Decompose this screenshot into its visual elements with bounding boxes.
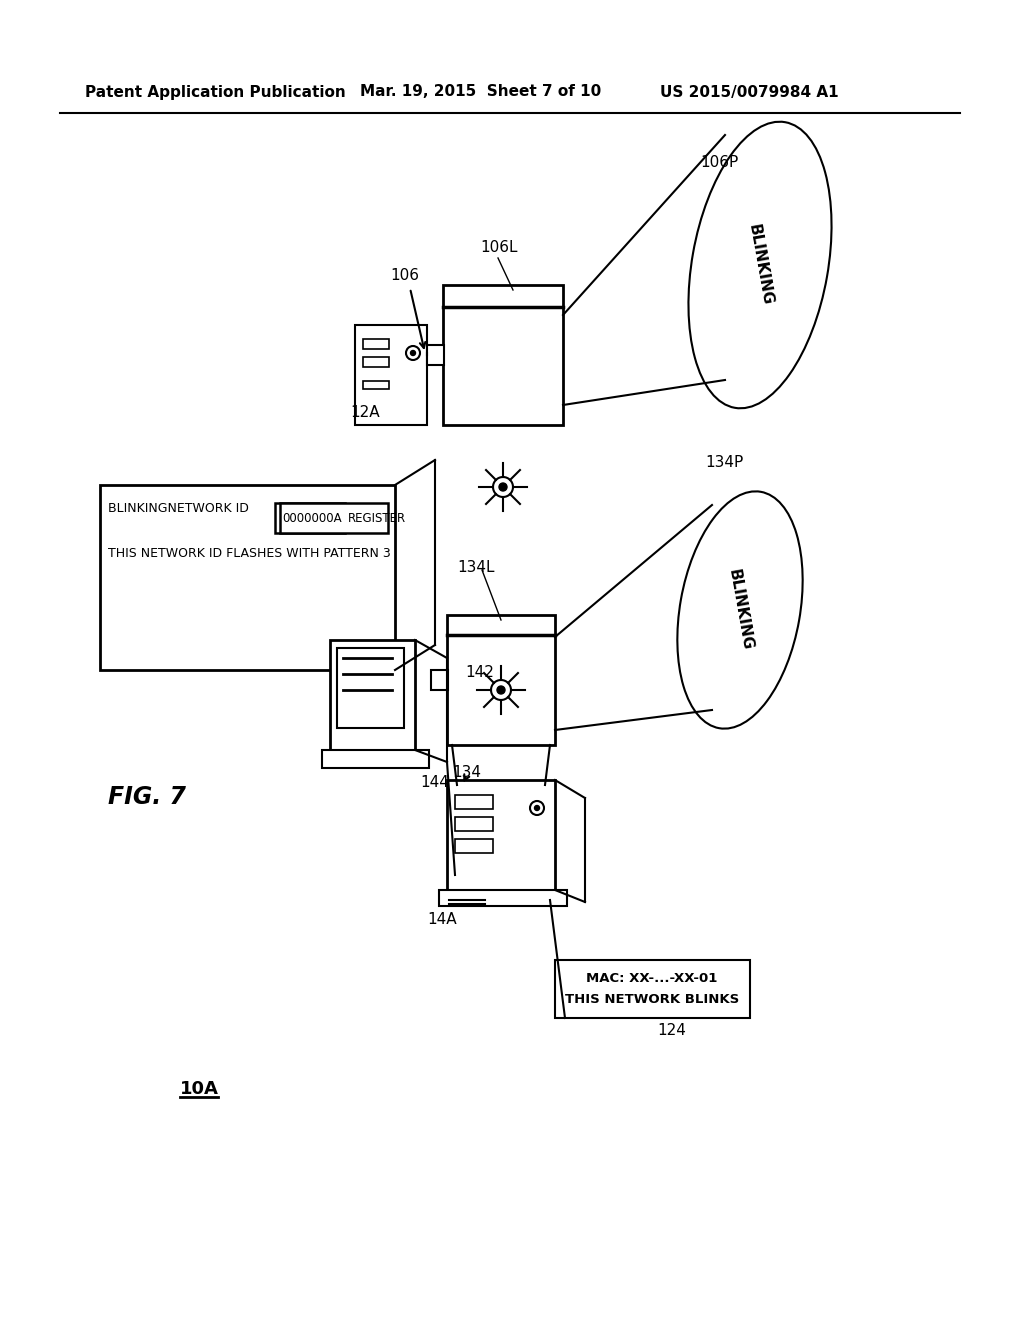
- Text: BLINKING: BLINKING: [745, 223, 774, 306]
- Circle shape: [499, 483, 507, 491]
- Text: 12A: 12A: [350, 405, 380, 420]
- FancyBboxPatch shape: [330, 640, 415, 750]
- FancyBboxPatch shape: [447, 780, 555, 890]
- Text: 134L: 134L: [457, 560, 495, 576]
- FancyBboxPatch shape: [337, 648, 404, 729]
- Text: 106P: 106P: [700, 154, 738, 170]
- Ellipse shape: [688, 121, 831, 408]
- Text: 134: 134: [452, 766, 481, 780]
- FancyBboxPatch shape: [427, 345, 444, 366]
- Text: 144: 144: [420, 775, 449, 789]
- Text: REGISTER: REGISTER: [348, 511, 407, 524]
- FancyBboxPatch shape: [447, 615, 555, 744]
- Circle shape: [411, 351, 416, 355]
- Text: 0000000A: 0000000A: [282, 511, 342, 524]
- FancyBboxPatch shape: [431, 671, 449, 690]
- FancyBboxPatch shape: [439, 890, 567, 906]
- Text: Mar. 19, 2015  Sheet 7 of 10: Mar. 19, 2015 Sheet 7 of 10: [360, 84, 601, 99]
- FancyBboxPatch shape: [280, 503, 388, 533]
- Ellipse shape: [677, 491, 803, 729]
- FancyBboxPatch shape: [275, 503, 345, 533]
- Text: BLINKINGNETWORK ID: BLINKINGNETWORK ID: [108, 503, 249, 516]
- Text: Patent Application Publication: Patent Application Publication: [85, 84, 346, 99]
- Text: 106: 106: [390, 268, 419, 282]
- Text: 124: 124: [657, 1023, 686, 1038]
- Text: BLINKING: BLINKING: [725, 568, 755, 652]
- Circle shape: [535, 805, 540, 810]
- Text: 10A: 10A: [180, 1080, 219, 1098]
- Text: MAC: XX-...-XX-01: MAC: XX-...-XX-01: [587, 972, 718, 985]
- FancyBboxPatch shape: [362, 356, 389, 367]
- FancyBboxPatch shape: [443, 285, 563, 425]
- FancyBboxPatch shape: [455, 840, 493, 853]
- Text: 14A: 14A: [427, 912, 457, 927]
- FancyBboxPatch shape: [555, 960, 750, 1018]
- Text: 106L: 106L: [480, 240, 517, 255]
- FancyBboxPatch shape: [355, 325, 427, 425]
- Text: THIS NETWORK BLINKS: THIS NETWORK BLINKS: [565, 993, 739, 1006]
- FancyBboxPatch shape: [100, 484, 395, 671]
- FancyBboxPatch shape: [322, 750, 429, 768]
- FancyBboxPatch shape: [455, 795, 493, 809]
- FancyBboxPatch shape: [362, 339, 389, 348]
- Text: 142: 142: [465, 665, 494, 680]
- Text: US 2015/0079984 A1: US 2015/0079984 A1: [660, 84, 839, 99]
- Text: FIG. 7: FIG. 7: [108, 785, 186, 809]
- Text: 134P: 134P: [705, 455, 743, 470]
- Text: THIS NETWORK ID FLASHES WITH PATTERN 3: THIS NETWORK ID FLASHES WITH PATTERN 3: [108, 546, 391, 560]
- FancyBboxPatch shape: [455, 817, 493, 832]
- FancyBboxPatch shape: [362, 381, 389, 389]
- Circle shape: [497, 686, 505, 694]
